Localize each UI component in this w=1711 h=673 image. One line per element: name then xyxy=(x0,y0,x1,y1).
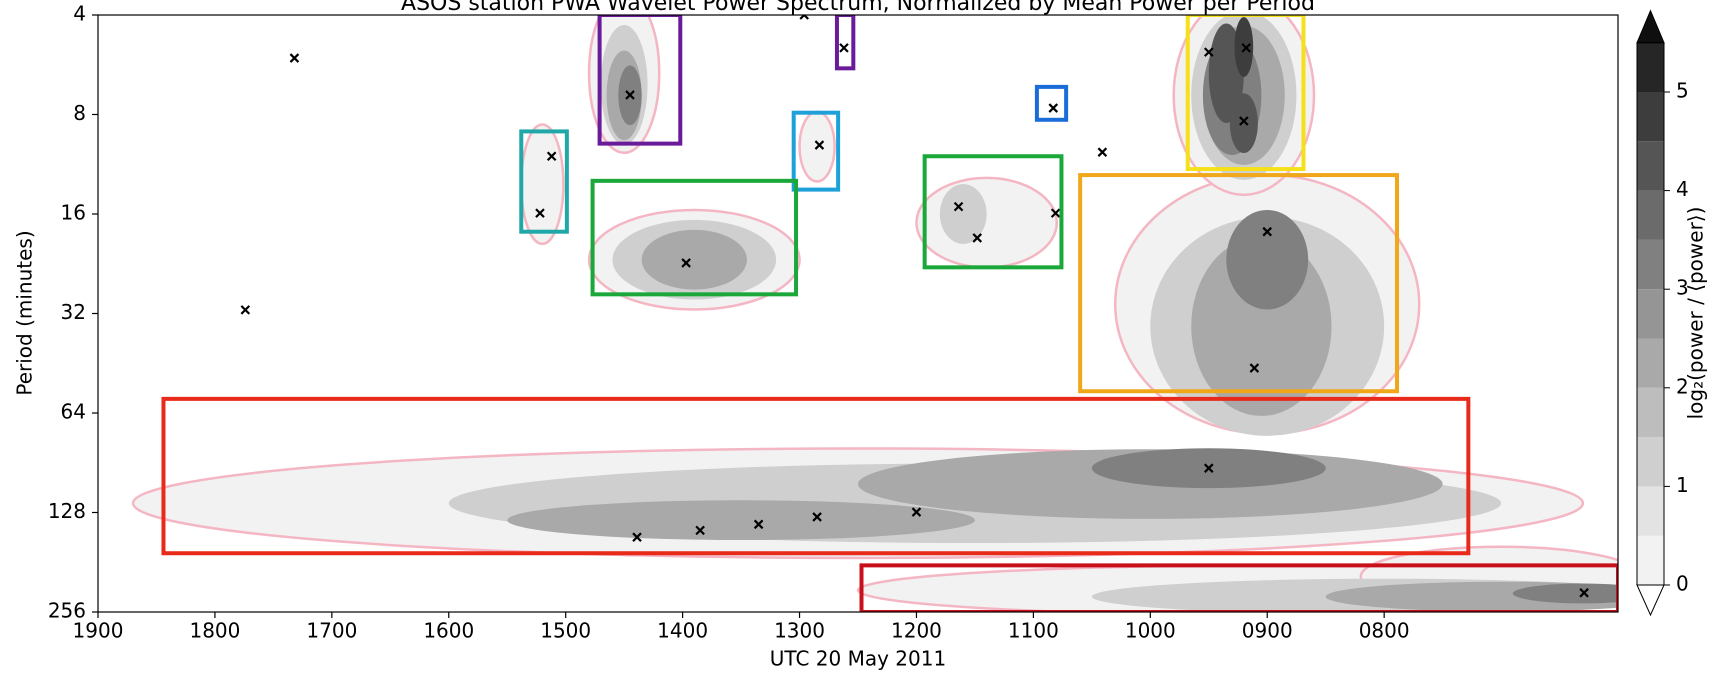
peak-marker xyxy=(632,532,642,542)
peak-marker xyxy=(681,258,691,268)
x-tick-label: 1300 xyxy=(774,619,825,643)
peak-marker xyxy=(1579,588,1589,598)
colorbar-extend-min xyxy=(1636,584,1665,617)
power-contour xyxy=(520,123,565,246)
peak-marker xyxy=(240,305,251,315)
power-contour xyxy=(915,176,1059,269)
colorbar-tick-label: 4 xyxy=(1676,177,1689,201)
x-tick-label: 1400 xyxy=(657,619,708,643)
y-tick-label: 8 xyxy=(73,101,86,125)
colorbar-tick-label: 1 xyxy=(1676,473,1689,497)
region-box xyxy=(834,15,856,71)
power-contour xyxy=(641,229,747,290)
colorbar-tick-label: 3 xyxy=(1676,276,1689,300)
colorbar-band xyxy=(1637,190,1664,240)
colorbar-band xyxy=(1637,92,1664,142)
peak-marker xyxy=(1048,103,1059,113)
peak-marker xyxy=(1203,463,1214,473)
power-contour xyxy=(1512,583,1618,604)
colorbar-tick-label: 2 xyxy=(1676,374,1689,398)
peak-marker xyxy=(799,15,809,20)
y-tick-label: 4 xyxy=(73,2,86,26)
y-tick-label: 16 xyxy=(61,201,86,225)
region-box xyxy=(590,178,799,297)
power-contour xyxy=(1325,581,1618,612)
peak-marker xyxy=(1050,208,1061,218)
y-tick-label: 64 xyxy=(61,400,86,424)
colorbar-label: log₂(power / ⟨power⟩) xyxy=(1684,207,1708,420)
plot-area xyxy=(131,15,1618,612)
region-box xyxy=(791,110,841,192)
power-contour xyxy=(1229,93,1258,154)
region-box xyxy=(1185,15,1306,172)
y-tick-label: 128 xyxy=(48,499,86,523)
peak-marker xyxy=(1239,116,1249,126)
region-box xyxy=(1078,173,1400,394)
colorbar-band xyxy=(1637,437,1664,487)
x-tick-label: 0800 xyxy=(1359,619,1410,643)
colorbar-frame xyxy=(1636,42,1665,586)
y-axis-label: Period (minutes) xyxy=(13,230,37,395)
peak-marker xyxy=(289,53,300,63)
x-tick-label: 1700 xyxy=(306,619,357,643)
region-box xyxy=(161,396,1471,556)
colorbar-extend-max xyxy=(1636,9,1665,44)
region-box xyxy=(1034,84,1069,122)
peak-marker xyxy=(753,519,764,530)
peak-marker xyxy=(1262,226,1273,237)
region-box xyxy=(597,15,683,146)
colorbar-tick-label: 0 xyxy=(1676,572,1689,596)
region-box xyxy=(922,154,1064,270)
colorbar-band xyxy=(1637,42,1664,92)
colorbar-band xyxy=(1637,338,1664,388)
x-tick-label: 1900 xyxy=(73,619,124,643)
peak-marker xyxy=(812,512,822,522)
colorbar-band xyxy=(1637,535,1664,585)
x-tick-label: 1100 xyxy=(1008,619,1059,643)
peak-marker xyxy=(1203,47,1214,57)
peak-marker xyxy=(1097,147,1108,157)
colorbar-band xyxy=(1637,486,1664,536)
colorbar-band xyxy=(1637,289,1664,339)
peak-marker xyxy=(972,233,983,243)
x-tick-label: 1200 xyxy=(891,619,942,643)
peak-marker xyxy=(1249,363,1260,373)
power-contour xyxy=(939,184,987,244)
x-tick-label: 1600 xyxy=(423,619,474,643)
peak-marker xyxy=(814,140,825,150)
peak-marker xyxy=(695,525,705,536)
power-contour xyxy=(1226,209,1309,310)
colorbar-band xyxy=(1637,141,1664,191)
peak-marker xyxy=(546,151,557,162)
power-contour xyxy=(507,500,975,541)
region-box xyxy=(519,129,569,234)
colorbar-tick-label: 5 xyxy=(1676,79,1689,103)
peak-marker xyxy=(625,90,635,100)
x-tick-label: 1800 xyxy=(189,619,240,643)
peak-marker xyxy=(953,201,964,212)
peak-marker xyxy=(911,507,922,517)
x-tick-label: 0900 xyxy=(1242,619,1293,643)
colorbar-band xyxy=(1637,387,1664,438)
peak-marker xyxy=(1241,43,1251,53)
peak-marker xyxy=(839,43,849,53)
x-axis-label: UTC 20 May 2011 xyxy=(770,647,946,671)
x-tick-label: 1000 xyxy=(1125,619,1176,643)
y-tick-label: 32 xyxy=(61,300,86,324)
y-tick-label: 256 xyxy=(48,599,86,623)
x-tick-label: 1500 xyxy=(540,619,591,643)
colorbar-band xyxy=(1637,239,1664,290)
peak-marker xyxy=(535,208,545,218)
chart-title: ASOS station PWA Wavelet Power Spectrum,… xyxy=(401,0,1315,16)
